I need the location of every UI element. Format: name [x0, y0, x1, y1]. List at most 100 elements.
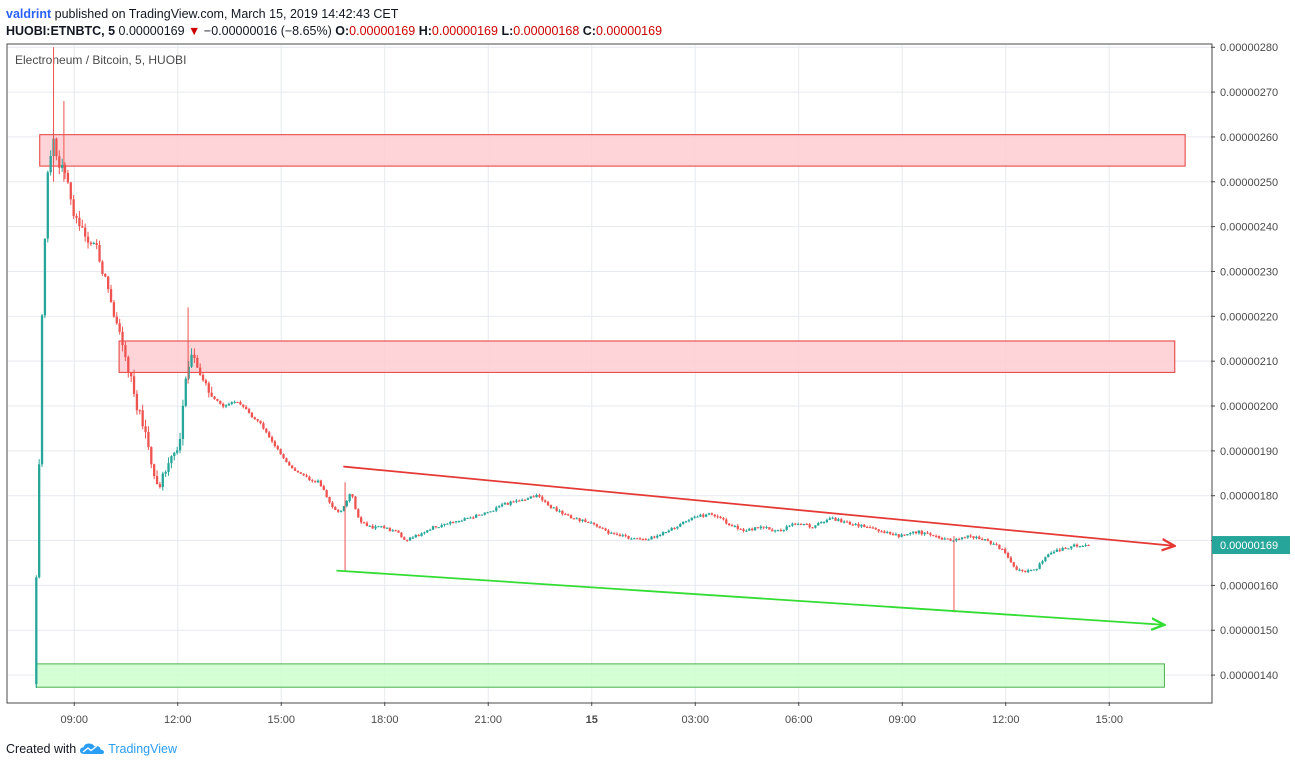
candle-body [751, 528, 754, 531]
candle-body [624, 535, 627, 537]
candle-body [943, 538, 946, 540]
candle-body [1035, 568, 1038, 570]
candle-body [423, 532, 426, 534]
price-tick-label: 0.00000270 [1220, 87, 1278, 99]
candle-body [78, 217, 81, 227]
candle-body [331, 502, 334, 508]
candle-body [575, 518, 578, 520]
candle-body [981, 539, 984, 541]
candle-body [906, 534, 909, 536]
candle-body [940, 538, 944, 540]
candle-body [670, 528, 673, 531]
candle-body [935, 535, 938, 537]
candle-body [843, 521, 846, 523]
candle-body [748, 528, 751, 531]
candle-body [107, 276, 110, 289]
tradingview-brand-link[interactable]: TradingView [108, 742, 177, 756]
candle-body [406, 539, 409, 541]
candle-body [705, 514, 708, 517]
symbol-label[interactable]: HUOBI:ETNBTC, 5 [6, 24, 116, 38]
candle-body [986, 539, 990, 541]
candle-body [897, 534, 900, 537]
candle-body [371, 525, 374, 529]
candle-body [498, 506, 501, 508]
candle-body [63, 164, 67, 173]
price-tick-label: 0.00000160 [1220, 580, 1278, 592]
candle-body [403, 537, 406, 540]
candle-body [518, 500, 521, 502]
candle-body [992, 543, 995, 545]
chart-title: Electroneum / Bitcoin, 5, HUOBI [15, 53, 186, 67]
candle-body [975, 536, 978, 539]
price-tick-label: 0.00000260 [1220, 132, 1278, 144]
time-tick-label: 18:00 [371, 714, 399, 726]
candle-body [868, 527, 872, 529]
open-value: 0.00000169 [349, 24, 416, 38]
support-zone [35, 663, 1165, 688]
candle-body [960, 537, 964, 540]
change-value: −0.00000016 (−8.65%) [203, 24, 332, 38]
candle-body [414, 535, 417, 538]
candle-body [95, 243, 98, 245]
candle-body [889, 532, 892, 534]
candle-body [339, 511, 343, 513]
candle-body [247, 409, 251, 413]
time-tick-label: 12:00 [164, 714, 192, 726]
candle-body [334, 507, 337, 510]
candle-body [1006, 552, 1010, 558]
candle-body [690, 517, 693, 521]
low-value: 0.00000168 [513, 24, 580, 38]
candle-body [966, 535, 969, 538]
candle-body [779, 530, 783, 532]
candle-body [377, 526, 380, 528]
candle-body [256, 419, 259, 421]
candle-body [848, 522, 852, 525]
candle-body [983, 539, 987, 541]
low-label: L: [501, 24, 514, 38]
price-tick-label: 0.00000140 [1220, 670, 1278, 682]
price-tick-label: 0.00000150 [1220, 625, 1278, 637]
candle-body [374, 526, 377, 529]
candle-body [949, 538, 952, 541]
candle-body [342, 506, 346, 512]
candle-body [132, 376, 136, 394]
candle-body [912, 531, 915, 533]
candle-body [1024, 570, 1027, 573]
created-with-text: Created with [6, 742, 77, 756]
candle-body [253, 417, 256, 420]
candle-body [293, 468, 297, 471]
time-axis[interactable]: 09:00 12:00 15:00 18:00 21:00 15 03:00 06:00 09:… [60, 702, 1123, 726]
price-axis[interactable]: 0.000001400.000001500.000001600.00000170… [1211, 42, 1278, 682]
candle-body [486, 512, 489, 514]
candle-body [817, 523, 820, 526]
candle-body [222, 403, 225, 407]
candle-body [978, 536, 981, 540]
candle-body [348, 494, 351, 501]
candle-body [653, 536, 656, 538]
candle-body [521, 499, 524, 501]
candle-body [526, 498, 530, 500]
candle-body [702, 514, 705, 517]
chart-header: valdrint published on TradingView.com, M… [6, 6, 1286, 40]
candle-body [167, 463, 170, 472]
candle-body [299, 472, 302, 474]
candle-body [845, 521, 849, 523]
candle-body [1044, 557, 1047, 562]
candle-body [647, 539, 650, 541]
candle-body [989, 540, 992, 544]
down-arrow-icon: ▼ [188, 24, 201, 38]
candle-body [972, 536, 975, 539]
candle-body [35, 577, 38, 685]
price-tick-label: 0.00000180 [1220, 491, 1278, 503]
author-link[interactable]: valdrint [6, 7, 52, 21]
candle-body [1087, 544, 1090, 546]
candle-body [49, 156, 52, 173]
candle-body [147, 432, 150, 448]
candle-body [552, 507, 555, 509]
candle-body [730, 525, 734, 527]
candle-body [66, 172, 70, 183]
candle-body [276, 446, 279, 450]
candle-body [84, 227, 87, 237]
candle-body [794, 523, 797, 525]
